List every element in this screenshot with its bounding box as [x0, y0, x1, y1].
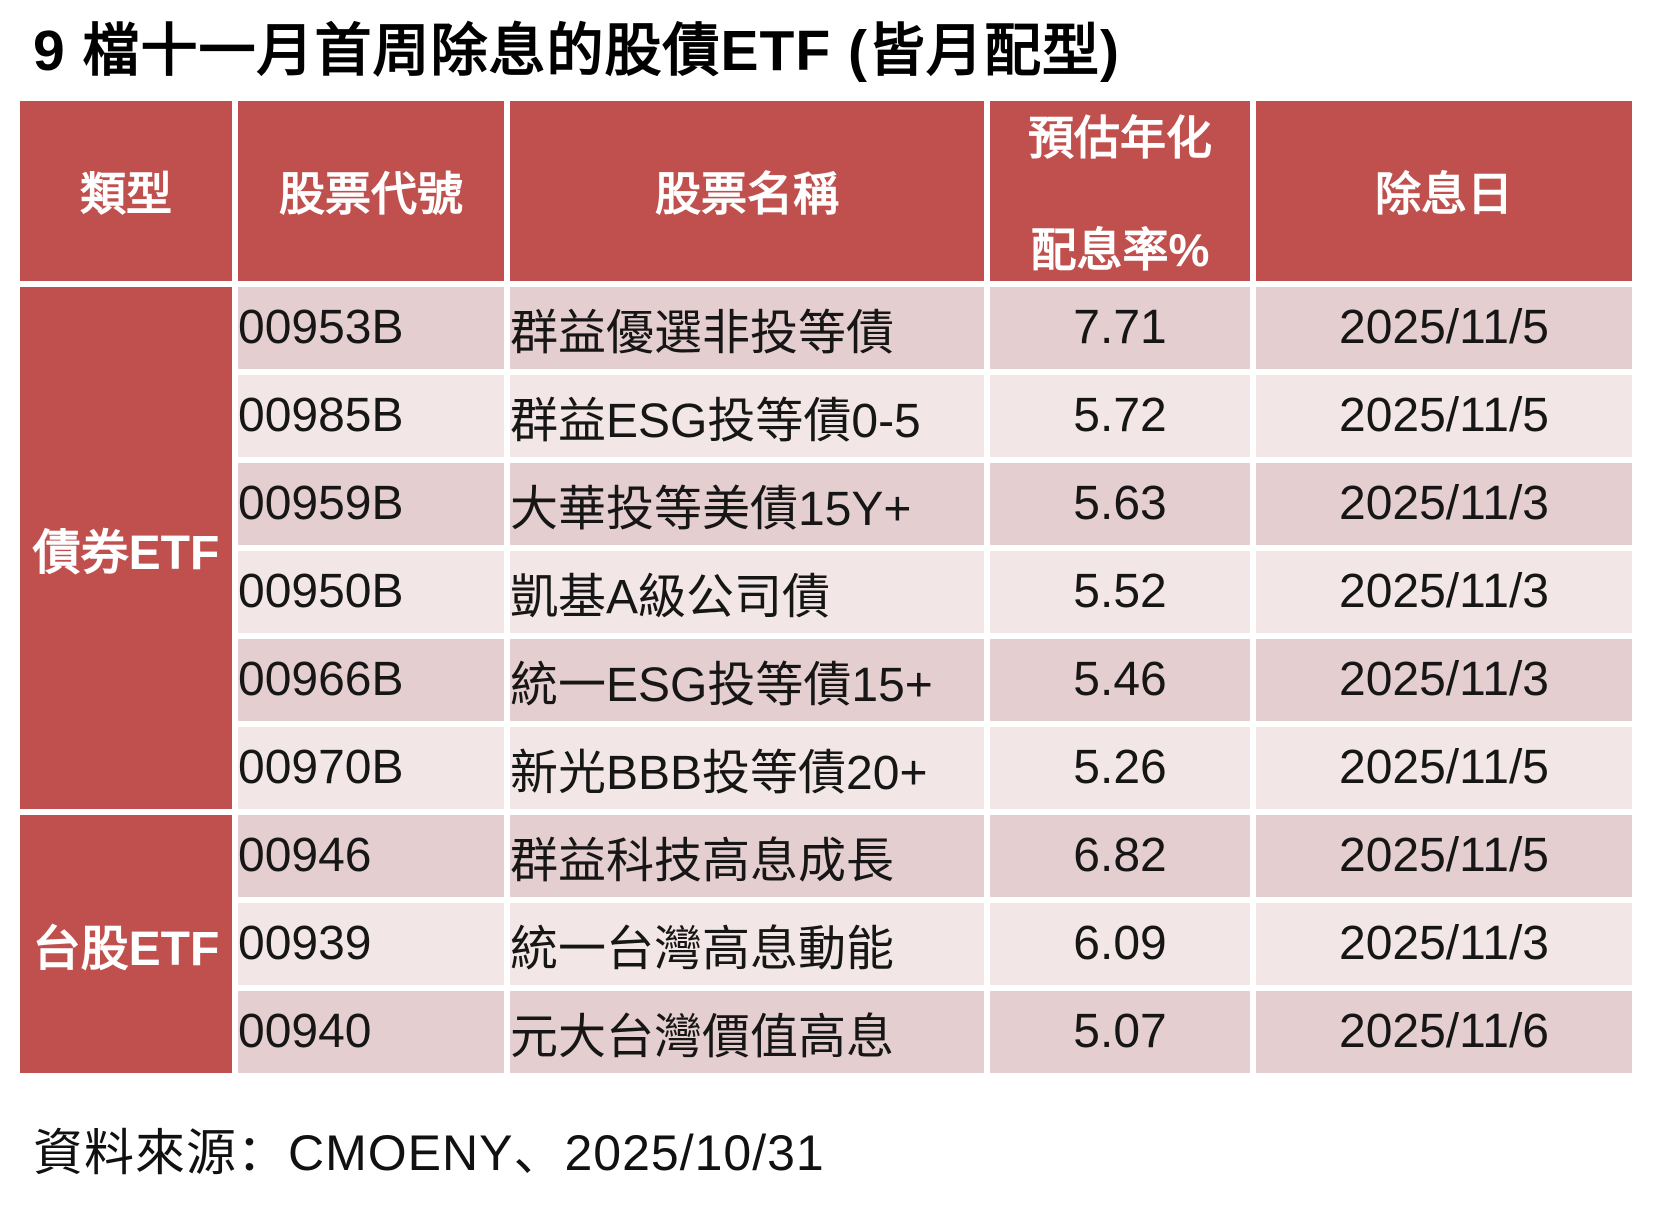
cell-rate: 6.09	[990, 902, 1250, 985]
cell-code: 00959B	[238, 462, 504, 545]
column-header-rate: 預估年化 配息率%	[990, 100, 1250, 281]
cell-name: 新光BBB投等債20+	[510, 726, 984, 809]
cell-date: 2025/11/5	[1256, 726, 1632, 809]
column-header-rate-line1: 預估年化	[1028, 111, 1212, 164]
page-title: 9 檔十一月首周除息的股債ETF (皆月配型)	[33, 19, 1120, 83]
cell-date: 2025/11/3	[1256, 902, 1632, 985]
cell-rate: 5.07	[990, 990, 1250, 1073]
cell-code: 00946	[238, 814, 504, 897]
table-header-row: 類型 股票代號 股票名稱 預估年化 配息率% 除息日	[20, 100, 1632, 281]
cell-name: 群益優選非投等債	[510, 286, 984, 369]
table-row: 台股ETF 00946 群益科技高息成長 6.82 2025/11/5	[20, 814, 1632, 1073]
column-header-name: 股票名稱	[510, 100, 984, 281]
cell-date: 2025/11/3	[1256, 462, 1632, 545]
cell-date: 2025/11/5	[1256, 814, 1632, 897]
table-row: 00970B 新光BBB投等債20+ 5.26 2025/11/5	[20, 726, 1632, 809]
table-row: 00985B 群益ESG投等債0-5 5.72 2025/11/5	[20, 374, 1632, 457]
column-header-date: 除息日	[1256, 100, 1632, 281]
cell-rate: 5.72	[990, 374, 1250, 457]
cell-rate: 5.46	[990, 638, 1250, 721]
cell-name: 群益ESG投等債0-5	[510, 374, 984, 457]
cell-name: 元大台灣價值高息	[510, 990, 984, 1073]
column-header-type: 類型	[20, 100, 232, 281]
cell-rate: 5.26	[990, 726, 1250, 809]
cell-date: 2025/11/3	[1256, 550, 1632, 633]
table-row: 00966B 統一ESG投等債15+ 5.46 2025/11/3	[20, 638, 1632, 721]
cell-code: 00985B	[238, 374, 504, 457]
cell-code: 00950B	[238, 550, 504, 633]
group-label-taiwan-etf: 台股ETF	[20, 814, 232, 1073]
table-row: 00940 元大台灣價值高息 5.07 2025/11/6	[20, 990, 1632, 1073]
table-row: 00939 統一台灣高息動能 6.09 2025/11/3	[20, 902, 1632, 985]
cell-rate: 5.52	[990, 550, 1250, 633]
cell-date: 2025/11/3	[1256, 638, 1632, 721]
cell-code: 00966B	[238, 638, 504, 721]
cell-date: 2025/11/5	[1256, 286, 1632, 369]
cell-rate: 7.71	[990, 286, 1250, 369]
cell-rate: 5.63	[990, 462, 1250, 545]
table-row: 00950B 凱基A級公司債 5.52 2025/11/3	[20, 550, 1632, 633]
cell-code: 00953B	[238, 286, 504, 369]
table-row: 債券ETF 00953B 群益優選非投等債 7.71 2025/11/5	[20, 286, 1632, 809]
cell-date: 2025/11/5	[1256, 374, 1632, 457]
cell-name: 大華投等美債15Y+	[510, 462, 984, 545]
column-header-rate-line2: 配息率%	[1030, 223, 1210, 276]
column-header-code: 股票代號	[238, 100, 504, 281]
etf-table: 類型 股票代號 股票名稱 預估年化 配息率% 除息日 債券ETF 00953B …	[14, 95, 1638, 1079]
cell-name: 群益科技高息成長	[510, 814, 984, 897]
cell-name: 統一ESG投等債15+	[510, 638, 984, 721]
source-note: 資料來源：CMOENY、2025/10/31	[33, 1124, 825, 1181]
cell-code: 00940	[238, 990, 504, 1073]
cell-name: 統一台灣高息動能	[510, 902, 984, 985]
table-row: 00959B 大華投等美債15Y+ 5.63 2025/11/3	[20, 462, 1632, 545]
cell-code: 00970B	[238, 726, 504, 809]
cell-name: 凱基A級公司債	[510, 550, 984, 633]
cell-code: 00939	[238, 902, 504, 985]
cell-rate: 6.82	[990, 814, 1250, 897]
cell-date: 2025/11/6	[1256, 990, 1632, 1073]
group-label-bond-etf: 債券ETF	[20, 286, 232, 809]
